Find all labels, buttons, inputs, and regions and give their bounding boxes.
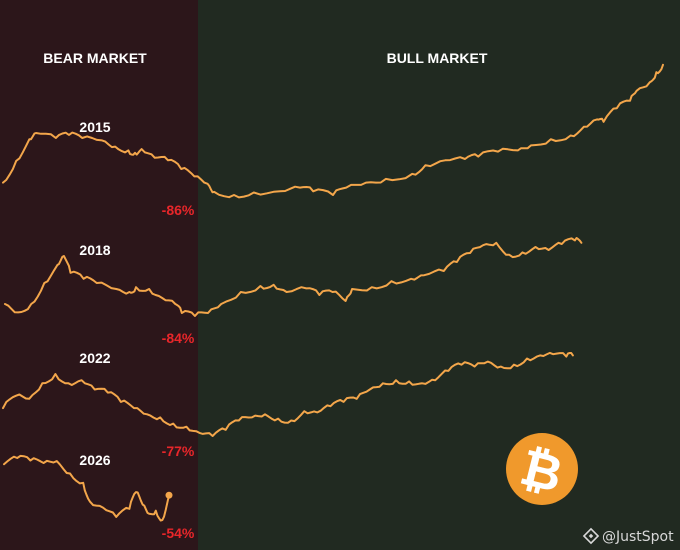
- drawdown-label-2015: -86%: [162, 202, 195, 218]
- series-line-2022: [2, 351, 574, 437]
- credit-text: @JustSpot: [602, 529, 674, 545]
- series-group: 2015 -86% 2018 -84% 2022 -77% 2026 -54%: [2, 63, 664, 541]
- binance-icon: [582, 527, 600, 545]
- bear-market-title: BEAR MARKET: [43, 50, 147, 66]
- series-label-2026: 2026: [79, 452, 110, 468]
- bitcoin-icon: [506, 433, 578, 505]
- drawdown-label-2026: -54%: [162, 525, 195, 541]
- bull-market-title: BULL MARKET: [387, 50, 488, 66]
- series-label-2022: 2022: [79, 350, 110, 366]
- bull-market-panel: [198, 0, 680, 550]
- credit-watermark: @JustSpot: [582, 527, 674, 545]
- series-label-2018: 2018: [79, 242, 110, 258]
- series-line-2018: [4, 237, 583, 317]
- series-line-2026: [3, 454, 170, 522]
- series-line-2015: [2, 63, 664, 199]
- drawdown-label-2022: -77%: [162, 443, 195, 459]
- bitcoin-logo: ₿: [506, 433, 578, 505]
- series-endpoint-2026: [165, 491, 173, 499]
- drawdown-label-2018: -84%: [162, 330, 195, 346]
- series-label-2015: 2015: [79, 119, 110, 135]
